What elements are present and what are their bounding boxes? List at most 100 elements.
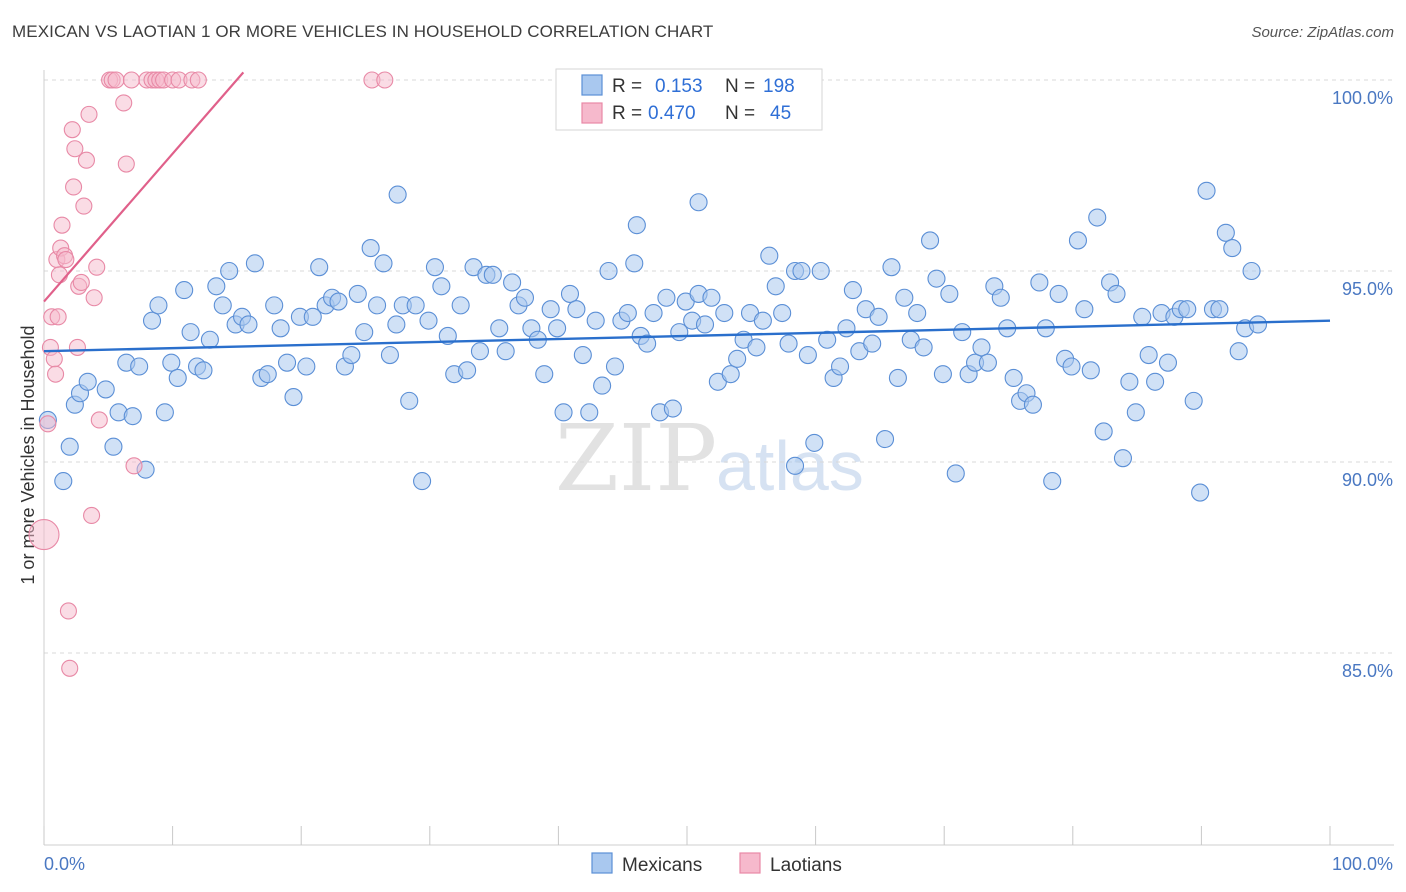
point-mexicans-83 [593, 376, 612, 395]
point-mexicans-145 [991, 288, 1010, 307]
point-laotians-43 [189, 71, 207, 89]
point-mexicans-55 [413, 472, 432, 491]
point-mexicans-54 [406, 296, 425, 315]
point-mexicans-108 [753, 311, 772, 330]
point-mexicans-82 [586, 311, 605, 330]
point-mexicans-11 [130, 357, 149, 376]
trend-line-mexicans [43, 319, 1331, 353]
point-mexicans-56 [419, 311, 438, 330]
y-tick-label-85: 85.0% [1342, 661, 1393, 681]
point-mexicans-136 [933, 365, 952, 384]
watermark: ZIP atlas [555, 405, 864, 512]
point-mexicans-174 [1178, 300, 1197, 319]
point-laotians-26 [88, 258, 106, 276]
point-mexicans-49 [374, 254, 393, 273]
point-mexicans-150 [1023, 395, 1042, 414]
point-laotians-22 [77, 151, 95, 169]
legend-n-value-2: 45 [770, 103, 791, 124]
point-mexicans-137 [940, 284, 959, 303]
y-tick-label-90: 90.0% [1342, 470, 1393, 490]
point-mexicans-138 [946, 464, 965, 483]
point-mexicans-50 [380, 345, 399, 365]
point-mexicans-165 [1120, 372, 1139, 391]
point-mexicans-103 [721, 365, 740, 384]
grid-lines [44, 79, 1394, 846]
point-mexicans-88 [625, 254, 644, 273]
point-mexicans-37 [297, 357, 316, 376]
point-mexicans-110 [766, 277, 785, 296]
point-mexicans-21 [194, 361, 213, 380]
point-mexicans-151 [1030, 273, 1049, 292]
point-mexicans-154 [1049, 284, 1068, 303]
point-laotians-20 [72, 273, 90, 292]
point-mexicans-68 [496, 342, 515, 361]
point-mexicans-47 [361, 239, 380, 258]
point-mexicans-87 [618, 303, 637, 323]
point-mexicans-19 [181, 323, 200, 342]
point-mexicans-10 [123, 407, 142, 426]
point-mexicans-61 [451, 296, 470, 315]
point-mexicans-184 [1242, 261, 1261, 281]
point-laotians-10 [53, 216, 71, 234]
point-mexicans-46 [355, 323, 374, 342]
point-mexicans-45 [348, 284, 367, 303]
legend-r-value-1: 0.153 [655, 76, 703, 97]
point-mexicans-51 [387, 315, 406, 334]
point-mexicans-130 [895, 288, 914, 307]
point-laotians-1 [39, 415, 57, 433]
point-mexicans-33 [271, 319, 290, 338]
point-mexicans-126 [869, 307, 888, 326]
point-mexicans-57 [425, 258, 444, 277]
point-mexicans-24 [213, 296, 232, 315]
point-mexicans-99 [695, 315, 715, 334]
point-mexicans-93 [657, 288, 676, 307]
point-mexicans-116 [805, 433, 824, 452]
point-mexicans-112 [779, 334, 798, 353]
point-mexicans-163 [1107, 284, 1126, 303]
point-mexicans-158 [1075, 300, 1094, 319]
x-tick-label-max: 100.0% [1332, 854, 1393, 874]
point-mexicans-1 [54, 472, 73, 491]
point-mexicans-67 [490, 319, 509, 338]
point-mexicans-32 [265, 296, 284, 315]
point-mexicans-6 [96, 380, 115, 399]
point-mexicans-42 [329, 292, 348, 311]
legend-n-label-1: N = [725, 76, 755, 97]
point-mexicans-177 [1197, 181, 1216, 200]
y-axis-title: 1 or more Vehicles in Household [18, 325, 38, 584]
point-mexicans-35 [284, 388, 303, 407]
point-mexicans-125 [863, 334, 882, 353]
point-mexicans-23 [207, 277, 226, 296]
point-laotians-15 [63, 121, 81, 139]
point-mexicans-90 [638, 334, 657, 353]
point-mexicans-58 [432, 277, 451, 296]
point-mexicans-17 [168, 368, 187, 388]
point-mexicans-79 [567, 300, 586, 319]
point-mexicans-94 [663, 399, 682, 418]
point-mexicans-28 [239, 315, 258, 334]
point-mexicans-14 [149, 296, 168, 315]
point-mexicans-180 [1216, 223, 1235, 242]
series-laotians-points [28, 71, 394, 677]
point-mexicans-71 [515, 288, 535, 307]
point-mexicans-159 [1081, 361, 1100, 380]
point-mexicans-91 [644, 303, 663, 323]
point-mexicans-166 [1126, 403, 1145, 422]
point-laotians-17 [66, 140, 84, 158]
point-mexicans-15 [155, 403, 174, 422]
point-laotians-21 [75, 197, 93, 215]
y-tick-labels: 85.0% 90.0% 95.0% 100.0% [1332, 88, 1393, 681]
point-laotians-18 [68, 338, 86, 356]
point-mexicans-29 [245, 254, 264, 273]
point-mexicans-134 [921, 231, 940, 250]
point-mexicans-111 [773, 303, 792, 323]
point-mexicans-7 [104, 437, 123, 456]
point-mexicans-185 [1248, 315, 1268, 334]
point-mexicans-120 [830, 357, 850, 376]
point-mexicans-69 [503, 273, 522, 292]
point-laotians-7 [49, 308, 67, 326]
point-laotians-14 [61, 659, 79, 677]
point-mexicans-100 [702, 288, 721, 307]
point-mexicans-74 [535, 365, 554, 384]
point-mexicans-143 [978, 353, 997, 372]
